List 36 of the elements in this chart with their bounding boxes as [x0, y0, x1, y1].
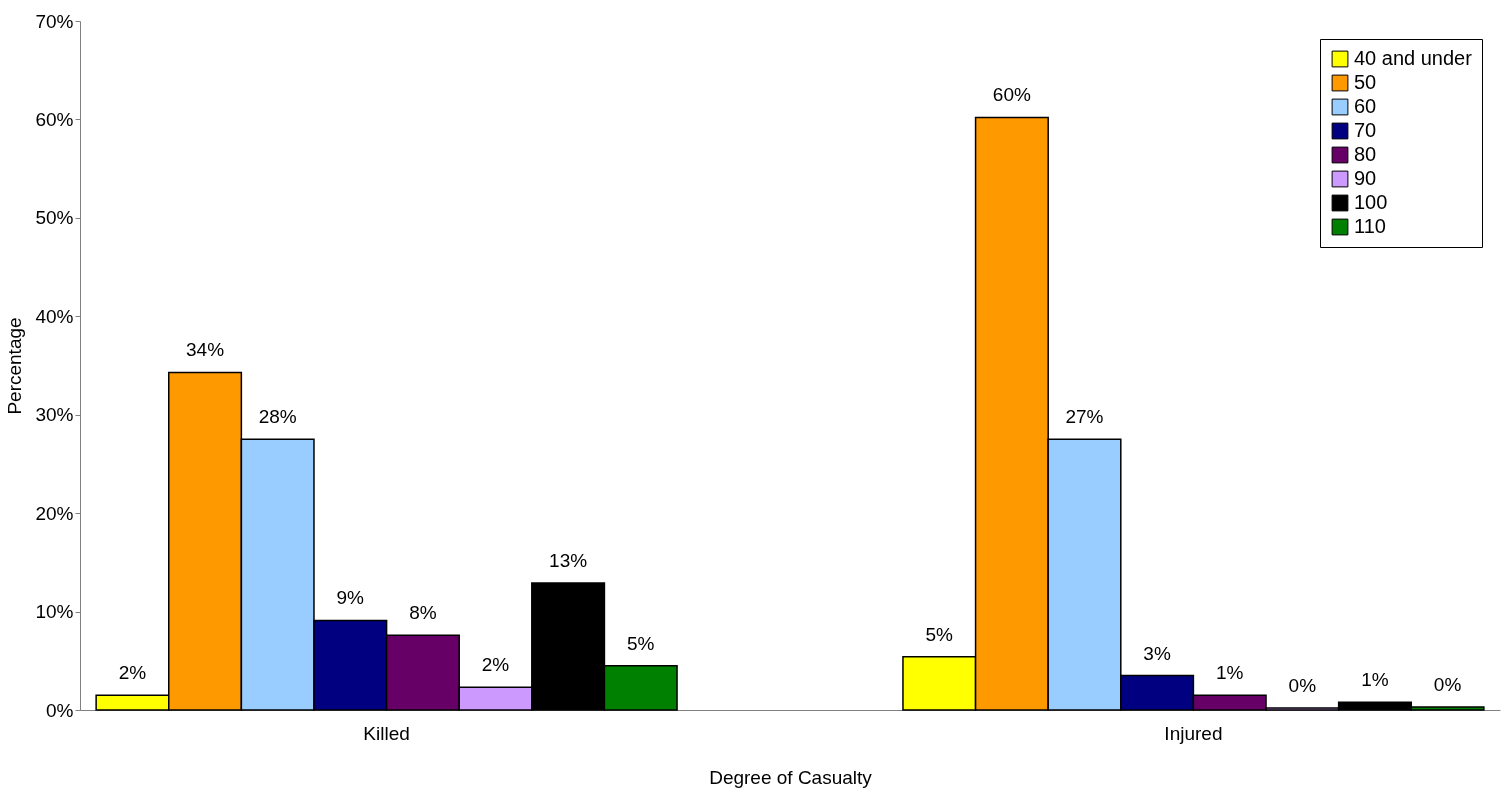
y-tick-label: 60%: [35, 108, 74, 130]
data-label: 2%: [481, 654, 510, 676]
legend-label: 80: [1354, 143, 1377, 165]
data-label: 1%: [1215, 662, 1244, 684]
y-axis-title: Percentage: [4, 317, 26, 415]
y-tick-label: 30%: [35, 404, 74, 426]
x-axis-title: Degree of Casualty: [709, 766, 873, 788]
x-tick-label: Injured: [1164, 722, 1223, 744]
data-label: 34%: [186, 339, 225, 361]
data-label: 5%: [627, 632, 655, 654]
data-label: 1%: [1361, 669, 1389, 691]
data-label: 0%: [1433, 674, 1462, 696]
y-tick-label: 0%: [46, 699, 74, 721]
y-tick-label: 50%: [35, 207, 74, 229]
y-tick-label: 40%: [35, 305, 74, 327]
data-label: 28%: [258, 406, 297, 428]
data-label: 2%: [118, 662, 147, 684]
legend-label: 60: [1354, 95, 1377, 117]
legend-label: 110: [1354, 215, 1386, 237]
y-tick-label: 20%: [35, 502, 74, 524]
legend-label: 90: [1354, 167, 1377, 189]
data-label: 5%: [925, 623, 954, 645]
data-label: 27%: [1065, 406, 1104, 428]
legend-label: 100: [1354, 191, 1388, 213]
legend-label: 50: [1354, 71, 1377, 93]
legend-label: 40 and under: [1354, 47, 1473, 69]
y-tick-label: 10%: [35, 601, 74, 623]
data-label: 8%: [409, 602, 437, 624]
y-tick-label: 70%: [35, 10, 74, 32]
data-label: 9%: [336, 587, 365, 609]
data-label: 0%: [1288, 675, 1317, 697]
data-label: 3%: [1143, 642, 1171, 664]
data-label: 13%: [549, 550, 588, 572]
data-label: 60%: [992, 84, 1031, 106]
legend-label: 70: [1354, 119, 1377, 141]
x-tick-label: Killed: [363, 722, 410, 744]
